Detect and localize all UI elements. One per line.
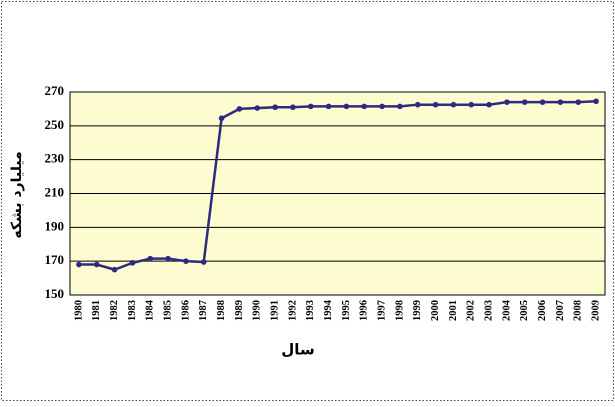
x-tick-label: 1990 bbox=[252, 300, 263, 321]
x-tick-label: 2001 bbox=[448, 300, 459, 321]
data-point bbox=[486, 101, 492, 108]
x-tick-label: 2003 bbox=[483, 300, 494, 321]
data-point bbox=[397, 103, 403, 110]
data-point bbox=[379, 103, 385, 110]
y-tick-label: 270 bbox=[45, 83, 65, 98]
x-tick-label: 1992 bbox=[287, 300, 298, 321]
data-point bbox=[450, 101, 457, 108]
data-point bbox=[539, 99, 546, 105]
y-tick-label: 250 bbox=[45, 117, 65, 132]
border bbox=[1, 1, 614, 401]
x-tick-label: 1995 bbox=[341, 300, 352, 321]
x-tick-label: 1985 bbox=[162, 300, 173, 321]
x-tick-label: 1994 bbox=[323, 299, 334, 321]
x-tick-label: 1997 bbox=[376, 300, 387, 321]
y-tick-label: 190 bbox=[45, 218, 65, 233]
x-tick-label: 1984 bbox=[145, 299, 156, 321]
x-tick-label: 1980 bbox=[73, 300, 84, 321]
data-point bbox=[325, 103, 332, 110]
data-point bbox=[147, 255, 154, 262]
x-tick-label: 1991 bbox=[269, 300, 280, 321]
data-line bbox=[78, 100, 597, 271]
x-tick-label: 1999 bbox=[412, 300, 423, 321]
data-point bbox=[165, 255, 171, 262]
x-tick-label: 2005 bbox=[519, 300, 530, 321]
data-point bbox=[218, 115, 225, 122]
x-tick-label: 2009 bbox=[590, 300, 601, 321]
y-tick-label: 170 bbox=[45, 252, 65, 267]
y-tick-label: 210 bbox=[45, 184, 65, 199]
data-point bbox=[557, 99, 564, 105]
y-tick-label: 150 bbox=[45, 286, 65, 301]
y-axis-label: میلیارد بشکه bbox=[9, 151, 25, 238]
x-tick-label: 2006 bbox=[537, 300, 548, 321]
y-tick-label: 230 bbox=[45, 151, 65, 166]
x-tick-label: 2002 bbox=[466, 300, 477, 321]
x-tick-label: 2007 bbox=[555, 300, 566, 321]
x-tick-label: 1981 bbox=[91, 300, 102, 321]
x-tick-label: 1987 bbox=[198, 300, 209, 321]
data-point bbox=[361, 103, 368, 110]
x-axis-label: سال bbox=[281, 341, 314, 359]
x-tick-label: 1993 bbox=[305, 300, 316, 321]
x-tick-label: 1988 bbox=[216, 300, 227, 321]
data-point bbox=[504, 99, 510, 105]
x-tick-label: 1983 bbox=[127, 300, 138, 321]
x-tick-label: 2004 bbox=[501, 299, 512, 321]
data-point bbox=[236, 106, 243, 112]
data-point bbox=[111, 266, 118, 273]
data-point bbox=[521, 99, 528, 105]
data-point bbox=[129, 260, 136, 266]
data-point bbox=[307, 103, 314, 110]
data-point bbox=[93, 261, 100, 268]
x-tick-label: 2000 bbox=[430, 300, 441, 321]
data-point bbox=[468, 101, 475, 108]
x-tick-label: 2008 bbox=[573, 300, 584, 321]
data-point bbox=[593, 98, 599, 105]
data-point bbox=[575, 99, 582, 105]
data-point bbox=[183, 258, 189, 264]
data-point bbox=[414, 101, 421, 108]
x-tick-label: 1989 bbox=[234, 300, 245, 321]
x-tick-label: 1996 bbox=[359, 300, 370, 321]
data-point bbox=[432, 101, 439, 108]
data-point bbox=[76, 261, 82, 268]
data-point bbox=[200, 259, 207, 265]
x-tick-label: 1986 bbox=[180, 300, 191, 321]
data-point bbox=[290, 104, 296, 111]
data-point bbox=[272, 104, 278, 111]
data-point bbox=[343, 103, 350, 110]
data-point bbox=[254, 105, 261, 111]
x-tick-label: 1998 bbox=[394, 300, 405, 321]
x-tick-label: 1982 bbox=[109, 300, 120, 321]
